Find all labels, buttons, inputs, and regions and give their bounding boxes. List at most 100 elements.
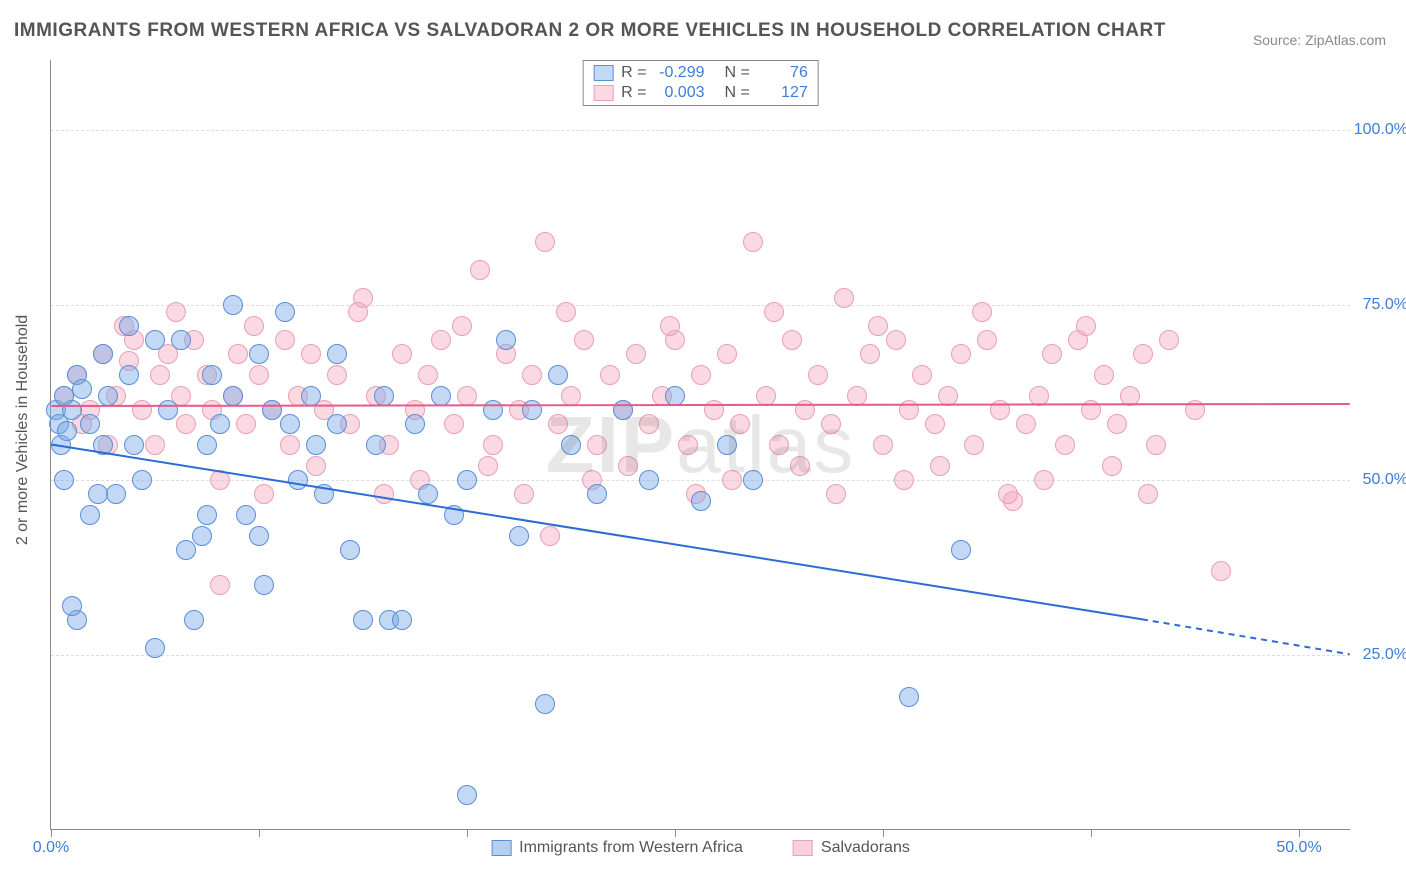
gridline xyxy=(51,130,1350,131)
scatter-point xyxy=(192,526,212,546)
scatter-point xyxy=(886,330,906,350)
scatter-point xyxy=(1042,344,1062,364)
scatter-point xyxy=(860,344,880,364)
scatter-point xyxy=(899,400,919,420)
scatter-point xyxy=(743,232,763,252)
scatter-point xyxy=(301,344,321,364)
scatter-point xyxy=(119,365,139,385)
x-tick xyxy=(259,829,260,837)
x-tick-label: 0.0% xyxy=(33,839,69,857)
scatter-point xyxy=(756,386,776,406)
scatter-point xyxy=(972,302,992,322)
scatter-point xyxy=(392,344,412,364)
scatter-point xyxy=(1055,435,1075,455)
legend-r-label: R = xyxy=(621,84,646,102)
scatter-point xyxy=(826,484,846,504)
scatter-point xyxy=(306,456,326,476)
scatter-point xyxy=(145,435,165,455)
scatter-point xyxy=(431,386,451,406)
scatter-point xyxy=(613,400,633,420)
y-tick-label: 25.0% xyxy=(1363,646,1406,664)
scatter-point xyxy=(353,610,373,630)
scatter-point xyxy=(769,435,789,455)
legend-row: R =-0.299N =76 xyxy=(583,63,818,83)
legend-row: R =0.003N =127 xyxy=(583,83,818,103)
scatter-point xyxy=(124,435,144,455)
scatter-point xyxy=(262,400,282,420)
scatter-point xyxy=(678,435,698,455)
scatter-point xyxy=(1146,435,1166,455)
x-tick xyxy=(51,829,52,837)
scatter-point xyxy=(478,456,498,476)
scatter-point xyxy=(457,470,477,490)
scatter-point xyxy=(210,470,230,490)
legend-swatch xyxy=(593,85,613,101)
scatter-point xyxy=(452,316,472,336)
scatter-point xyxy=(236,505,256,525)
legend-series-label: Salvadorans xyxy=(821,839,910,857)
source-attribution: Source: ZipAtlas.com xyxy=(1253,32,1386,48)
gridline xyxy=(51,480,1350,481)
scatter-point xyxy=(587,435,607,455)
scatter-point xyxy=(483,400,503,420)
legend-r-value: -0.299 xyxy=(655,64,705,82)
scatter-point xyxy=(176,414,196,434)
scatter-point xyxy=(691,365,711,385)
scatter-point xyxy=(1185,400,1205,420)
scatter-point xyxy=(795,400,815,420)
scatter-point xyxy=(730,414,750,434)
scatter-point xyxy=(1016,414,1036,434)
scatter-point xyxy=(166,302,186,322)
gridline xyxy=(51,305,1350,306)
scatter-point xyxy=(327,344,347,364)
scatter-point xyxy=(249,365,269,385)
scatter-point xyxy=(132,400,152,420)
scatter-point xyxy=(782,330,802,350)
scatter-point xyxy=(821,414,841,434)
scatter-point xyxy=(868,316,888,336)
scatter-point xyxy=(470,260,490,280)
scatter-point xyxy=(254,575,274,595)
scatter-point xyxy=(514,484,534,504)
scatter-point xyxy=(509,526,529,546)
correlation-legend: R =-0.299N =76R =0.003N =127 xyxy=(582,60,819,106)
scatter-point xyxy=(62,596,82,616)
scatter-point xyxy=(717,435,737,455)
scatter-point xyxy=(938,386,958,406)
x-tick xyxy=(675,829,676,837)
trend-line-extrapolated xyxy=(1142,619,1350,654)
scatter-point xyxy=(202,365,222,385)
scatter-point xyxy=(977,330,997,350)
scatter-point xyxy=(925,414,945,434)
scatter-point xyxy=(1120,386,1140,406)
trend-line xyxy=(51,404,1349,406)
scatter-point xyxy=(210,414,230,434)
scatter-point xyxy=(717,344,737,364)
scatter-point xyxy=(483,435,503,455)
scatter-point xyxy=(314,484,334,504)
scatter-point xyxy=(327,365,347,385)
scatter-point xyxy=(348,302,368,322)
scatter-point xyxy=(660,316,680,336)
legend-r-label: R = xyxy=(621,64,646,82)
scatter-point xyxy=(556,302,576,322)
legend-n-label: N = xyxy=(725,64,750,82)
scatter-point xyxy=(366,435,386,455)
scatter-point xyxy=(306,435,326,455)
scatter-point xyxy=(197,435,217,455)
scatter-point xyxy=(62,400,82,420)
legend-bottom-item: Salvadorans xyxy=(793,839,910,857)
scatter-point xyxy=(1133,344,1153,364)
x-tick xyxy=(1299,829,1300,837)
scatter-point xyxy=(249,526,269,546)
scatter-point xyxy=(912,365,932,385)
scatter-point xyxy=(418,365,438,385)
scatter-point xyxy=(132,470,152,490)
scatter-point xyxy=(392,610,412,630)
scatter-point xyxy=(119,316,139,336)
legend-swatch xyxy=(793,840,813,856)
scatter-point xyxy=(574,330,594,350)
x-tick-label: 50.0% xyxy=(1276,839,1321,857)
scatter-point xyxy=(444,414,464,434)
scatter-point xyxy=(80,414,100,434)
